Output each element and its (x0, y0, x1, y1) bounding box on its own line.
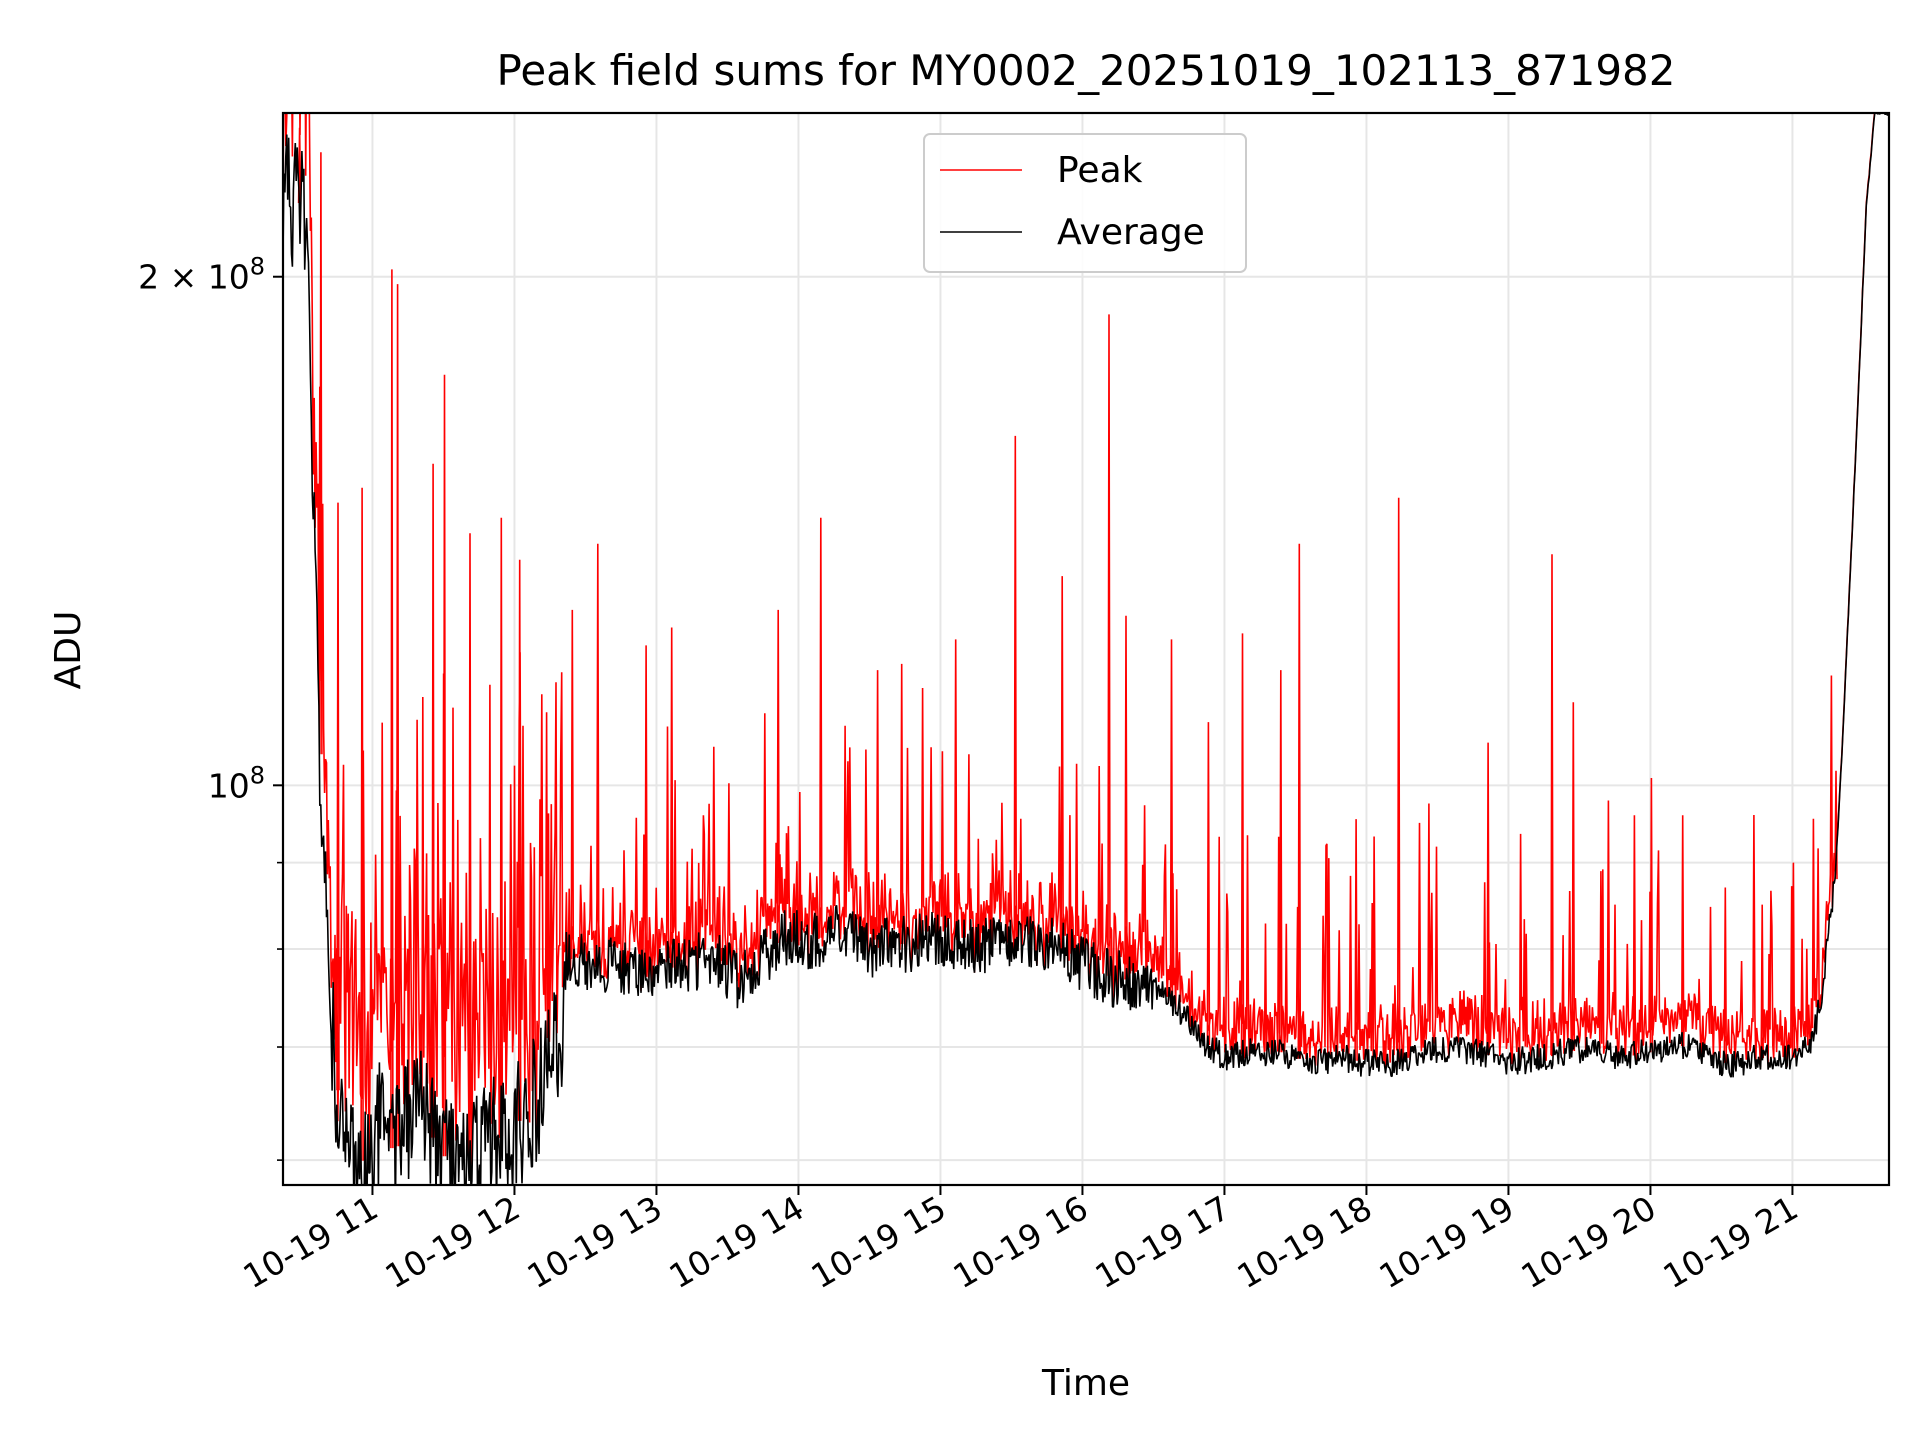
peak-series-line (283, 113, 1889, 1165)
legend-peak-label: Peak (1057, 150, 1143, 191)
y-tick-label: 108 (208, 761, 265, 805)
series-layer (283, 113, 1889, 1185)
chart-title: Peak field sums for MY0002_20251019_1021… (496, 46, 1675, 95)
legend: Peak Average (923, 133, 1247, 273)
plot-frame (281, 111, 1891, 1187)
average-series-line (283, 113, 1889, 1185)
legend-average-label: Average (1057, 212, 1205, 253)
legend-box (923, 133, 1247, 273)
x-axis-label: Time (1041, 1363, 1130, 1404)
y-axis-label: ADU (48, 611, 89, 690)
y-tick-label: 2 × 108 (138, 253, 265, 297)
